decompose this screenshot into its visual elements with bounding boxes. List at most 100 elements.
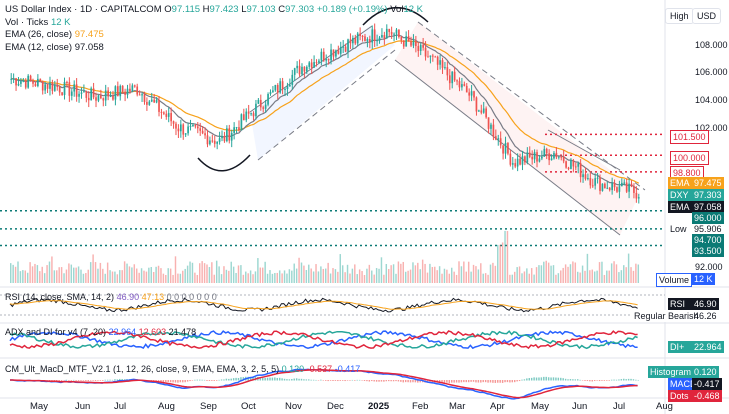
macd-histogram-bar [555,377,557,381]
volume-bar [215,260,218,283]
volume-bar [262,267,264,283]
macd-tag-value[interactable]: -0.417 [692,378,722,390]
volume-bar [378,268,380,283]
macd-histogram-bar [407,380,409,383]
histogram-tag-value[interactable]: 0.120 [692,366,719,378]
candle-body [490,124,492,129]
level-tag-93500[interactable]: 93.500 [692,245,724,257]
macd-legend[interactable]: CM_Ult_MacD_MTF_V2.1 (1, 12, 26, close, … [5,364,360,374]
volume-bar [596,270,598,283]
macd-histogram-bar [165,380,167,383]
volume-bar [254,271,257,283]
candle-body [589,178,592,186]
candle-body [255,103,257,117]
macd-histogram-bar [240,377,242,381]
macd-histogram-bar [477,380,480,383]
macd-histogram-bar [167,380,169,383]
volume-bar [75,267,77,283]
candle-body [623,182,626,184]
currency-button[interactable]: USD [692,8,722,24]
macd-value-3: -0.417 [334,364,361,374]
ema26-tag-value[interactable]: 97.475 [692,177,724,189]
candle-body [572,160,575,167]
dxy-tag-value[interactable]: 97.303 [692,189,724,201]
volume-bar [627,253,630,283]
candle-body [497,138,500,140]
volume-tag-value[interactable]: 12 K [692,273,715,285]
macd-histogram-bar [303,379,305,381]
volume-bar [492,262,494,283]
candle-body [587,178,589,180]
volume-bar [320,266,322,283]
ema12-tag-value[interactable]: 97.058 [692,201,724,213]
dots-tag-value[interactable]: -0.468 [692,390,722,402]
indicator-ema26[interactable]: EMA (26, close) 97.475 [5,29,423,42]
adx-line [9,330,638,350]
level-tag-96000[interactable]: 96.000 [692,212,724,224]
volume-bar [325,268,327,283]
volume-bar [53,270,56,283]
volume-bar [569,264,572,283]
candle-body [606,187,609,189]
candle-body [179,124,182,132]
volume-bar [56,270,58,283]
candle-body [192,125,194,127]
volume-bar [511,274,514,283]
macd-histogram-bar [591,380,593,382]
macd-histogram-bar [499,380,501,383]
rsi-legend[interactable]: RSI (14, close, SMA, 14, 2) 46.90 47.13 … [5,292,217,302]
rsi-zeros: 0 0 0 0 0 0 0 [166,292,217,302]
down-channel-fill [395,22,640,235]
di-plus-tag-value[interactable]: 22.964 [692,341,724,353]
volume-bar [581,265,584,283]
volume-bar [308,264,310,283]
volume-bar [431,266,434,283]
volume-bar [526,268,528,283]
candle-body [436,56,439,65]
candle-body [637,197,640,199]
rsi-tag-value[interactable]: 46.90 [692,298,719,310]
macd-signal-line [10,369,638,399]
time-axis-label: Jun [75,401,91,412]
candle-body [422,44,424,48]
candle-body [303,66,306,72]
macd-histogram-bar [322,380,325,381]
high-button[interactable]: High [665,8,694,24]
candle-body [281,81,284,90]
volume-bar [138,272,140,283]
level-tag-94700[interactable]: 94.700 [692,234,724,246]
candle-body [352,38,354,44]
volume-bar [482,273,484,283]
candle-body [364,36,366,42]
volume-bar [186,265,189,283]
level-tag-100000[interactable]: 100.000 [670,151,709,165]
macd-histogram-bar [492,380,494,383]
low-tag-label: Low [670,224,687,234]
level-tag-101500[interactable]: 101.500 [670,130,709,144]
volume-bar [22,270,24,283]
candle-body [562,156,565,162]
macd-histogram-bar [630,378,632,381]
indicator-ema12[interactable]: EMA (12, close) 97.058 [5,42,423,55]
indicator-vol-ticks[interactable]: Vol · Ticks 12 K [5,17,423,30]
regular-bearish-value[interactable]: 46.26 [694,311,717,321]
candle-body [262,107,265,109]
adx-value-2: 12.603 [138,327,167,337]
volume-bar [618,272,620,283]
low-tag-value[interactable]: 95.906 [694,224,722,234]
time-axis-label: Feb [412,401,429,412]
volume-bar [380,257,383,283]
symbol-line[interactable]: US Dollar Index · 1D · CAPITALCOM O97.11… [5,4,423,17]
candle-body [434,56,437,58]
macd-histogram-bar [417,380,419,383]
candle-body [124,91,126,95]
macd-histogram-bar [237,377,240,381]
volume-bar [487,274,489,283]
candle-body [12,78,15,80]
candle-body [245,111,248,121]
macd-histogram-bar [598,380,601,382]
candle-body [594,178,597,186]
adx-legend[interactable]: ADX and DI for v4 (7, 20) 22.964 12.603 … [5,327,196,337]
volume-bar [274,272,276,283]
